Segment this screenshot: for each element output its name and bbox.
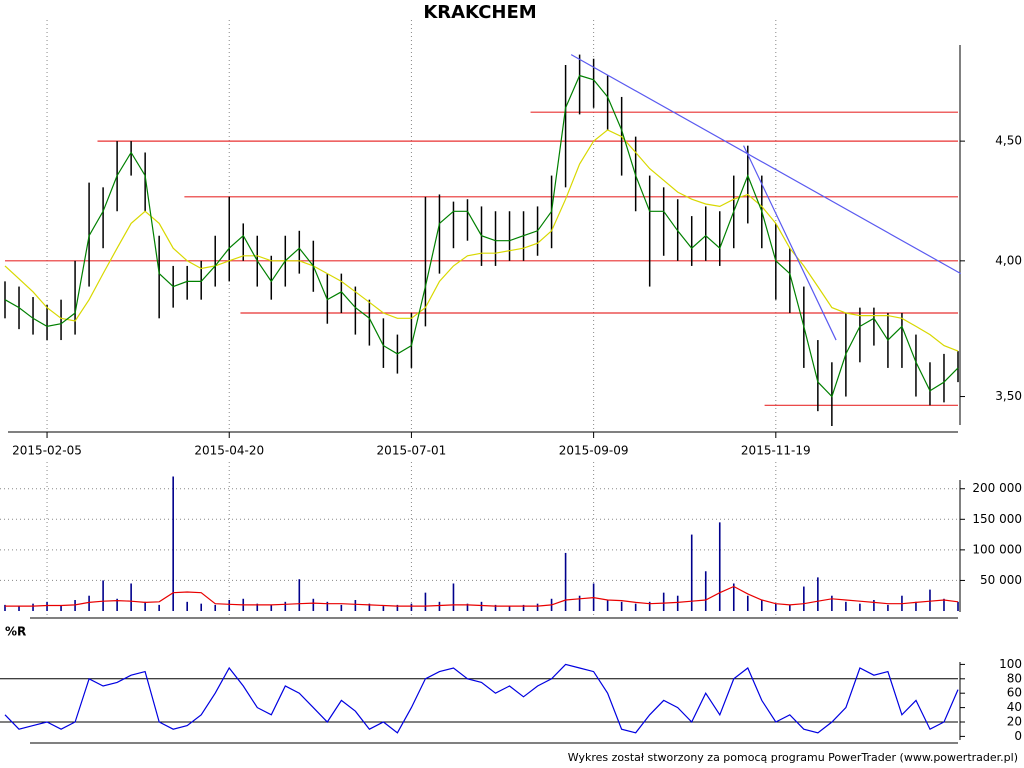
volume-bar xyxy=(803,586,805,611)
volume-bar xyxy=(508,606,511,611)
y-tick-label: 20 xyxy=(1007,715,1022,729)
volume-average xyxy=(5,585,959,607)
volume-bar xyxy=(746,595,749,611)
volume-bar xyxy=(270,604,273,611)
x-tick-label: 2015-04-20 xyxy=(194,444,264,458)
y-tick-label: 4,50 xyxy=(995,134,1022,148)
volume-bar xyxy=(845,601,847,611)
volume-bar xyxy=(368,603,371,611)
volume-bar xyxy=(382,606,385,611)
x-tick-label: 2015-11-19 xyxy=(741,444,811,458)
volume-bar xyxy=(4,604,6,611)
y-tick-label: 3,50 xyxy=(995,389,1022,403)
x-tick-label: 2015-07-01 xyxy=(377,444,447,458)
volume-bar xyxy=(887,604,889,611)
volume-bar xyxy=(704,571,707,611)
volume-bar xyxy=(789,604,791,611)
volume-bar xyxy=(943,598,945,611)
volume-bar xyxy=(522,604,525,611)
volume-bar xyxy=(410,603,413,611)
y-tick-label: 0 xyxy=(1014,729,1022,743)
volume-bar xyxy=(480,601,483,611)
y-tick-label: 50 000 xyxy=(980,573,1022,587)
volume-bar xyxy=(102,580,104,611)
y-tick-label: 200 000 xyxy=(972,481,1022,495)
volume-bar xyxy=(873,599,875,611)
y-tick-label: 60 xyxy=(1007,686,1022,700)
volume-bar xyxy=(256,603,259,611)
volume-bar xyxy=(648,601,651,611)
volume-bar xyxy=(606,599,609,611)
panel-label: %R xyxy=(5,625,26,639)
volume-bar xyxy=(466,603,469,611)
volume-bar xyxy=(200,603,203,611)
volume-bar xyxy=(536,603,539,611)
x-tick-label: 2015-09-09 xyxy=(559,444,629,458)
volume-bar xyxy=(452,583,455,611)
volume-bar xyxy=(326,601,329,611)
volume-bar xyxy=(354,599,357,611)
trend-line xyxy=(570,54,962,275)
y-tick-label: 4,00 xyxy=(995,253,1022,267)
volume-bar xyxy=(228,599,231,611)
volume-bar xyxy=(284,601,287,611)
volume-bar xyxy=(32,603,34,611)
volume-bar xyxy=(186,601,188,611)
volume-bar xyxy=(620,601,623,611)
volume-bar xyxy=(340,604,343,611)
y-tick-label: 40 xyxy=(1007,700,1022,714)
volume-bar xyxy=(158,604,160,611)
volume-bar xyxy=(312,598,315,611)
y-tick-label: 80 xyxy=(1007,671,1022,685)
volume-bar xyxy=(732,583,735,611)
volume-bar xyxy=(88,595,90,611)
moving-average xyxy=(4,129,959,352)
volume-bar xyxy=(831,595,833,611)
volume-bar xyxy=(662,592,665,611)
volume-bar xyxy=(915,601,917,611)
volume-bar xyxy=(144,601,146,611)
volume-bar xyxy=(690,534,693,611)
volume-bar xyxy=(578,595,581,611)
y-tick-label: 150 000 xyxy=(972,512,1022,526)
trend-line xyxy=(743,145,837,341)
chart-title: KRAKCHEM xyxy=(423,2,536,23)
footer: Wykres został stworzony za pomocą progra… xyxy=(568,751,1018,764)
volume-bar xyxy=(929,589,931,611)
volume-bar xyxy=(298,579,301,611)
volume-bar xyxy=(60,605,62,611)
moving-average xyxy=(4,74,959,398)
volume-bar xyxy=(438,601,441,611)
y-tick-label: 100 000 xyxy=(972,542,1022,556)
volume-bar xyxy=(172,476,174,611)
volume-bar xyxy=(116,598,118,611)
volume-bar xyxy=(718,522,721,611)
x-tick-label: 2015-02-05 xyxy=(12,444,82,458)
volume-bar xyxy=(494,604,497,611)
volume-bar xyxy=(130,583,132,611)
volume-bar xyxy=(817,577,819,611)
volume-bar xyxy=(46,601,48,611)
volume-bar xyxy=(676,595,679,611)
volume-bar xyxy=(859,603,861,611)
volume-bar xyxy=(634,603,637,611)
volume-bar xyxy=(775,603,777,611)
volume-bar xyxy=(396,604,399,611)
volume-bar xyxy=(214,604,217,611)
volume-bar xyxy=(957,601,959,611)
volume-bar xyxy=(18,606,20,611)
volume-bar xyxy=(564,552,567,611)
indicator-line xyxy=(4,663,959,734)
y-tick-label: 100 xyxy=(999,657,1022,671)
volume-bar xyxy=(424,592,427,611)
volume-bar xyxy=(760,599,763,611)
